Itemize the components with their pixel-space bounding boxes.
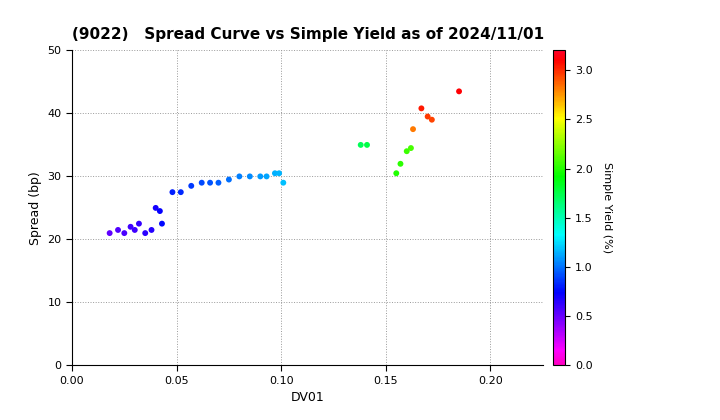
Point xyxy=(204,179,216,186)
Point xyxy=(255,173,266,180)
Point xyxy=(104,230,115,236)
Point xyxy=(261,173,272,180)
Point xyxy=(145,227,157,234)
Point xyxy=(405,144,417,151)
Point xyxy=(361,142,373,148)
Point xyxy=(422,113,433,120)
X-axis label: DV01: DV01 xyxy=(290,391,324,404)
Point xyxy=(150,205,161,211)
Point xyxy=(125,223,136,230)
Point xyxy=(223,176,235,183)
Point xyxy=(355,142,366,148)
Text: (9022)   Spread Curve vs Simple Yield as of 2024/11/01: (9022) Spread Curve vs Simple Yield as o… xyxy=(72,27,544,42)
Point xyxy=(395,160,406,167)
Point xyxy=(186,182,197,189)
Point xyxy=(175,189,186,196)
Point xyxy=(390,170,402,176)
Point xyxy=(408,126,419,132)
Point xyxy=(212,179,224,186)
Point xyxy=(119,230,130,236)
Point xyxy=(277,179,289,186)
Point xyxy=(154,208,166,214)
Point xyxy=(233,173,245,180)
Point xyxy=(112,227,124,234)
Point xyxy=(426,116,438,123)
Point xyxy=(196,179,207,186)
Point xyxy=(129,227,140,234)
Point xyxy=(156,220,168,227)
Point xyxy=(401,148,413,155)
Y-axis label: Spread (bp): Spread (bp) xyxy=(29,171,42,245)
Point xyxy=(133,220,145,227)
Point xyxy=(454,88,465,94)
Point xyxy=(140,230,151,236)
Point xyxy=(166,189,178,196)
Y-axis label: Simple Yield (%): Simple Yield (%) xyxy=(603,163,612,253)
Point xyxy=(244,173,256,180)
Point xyxy=(269,170,281,176)
Point xyxy=(415,105,427,112)
Point xyxy=(274,170,285,176)
